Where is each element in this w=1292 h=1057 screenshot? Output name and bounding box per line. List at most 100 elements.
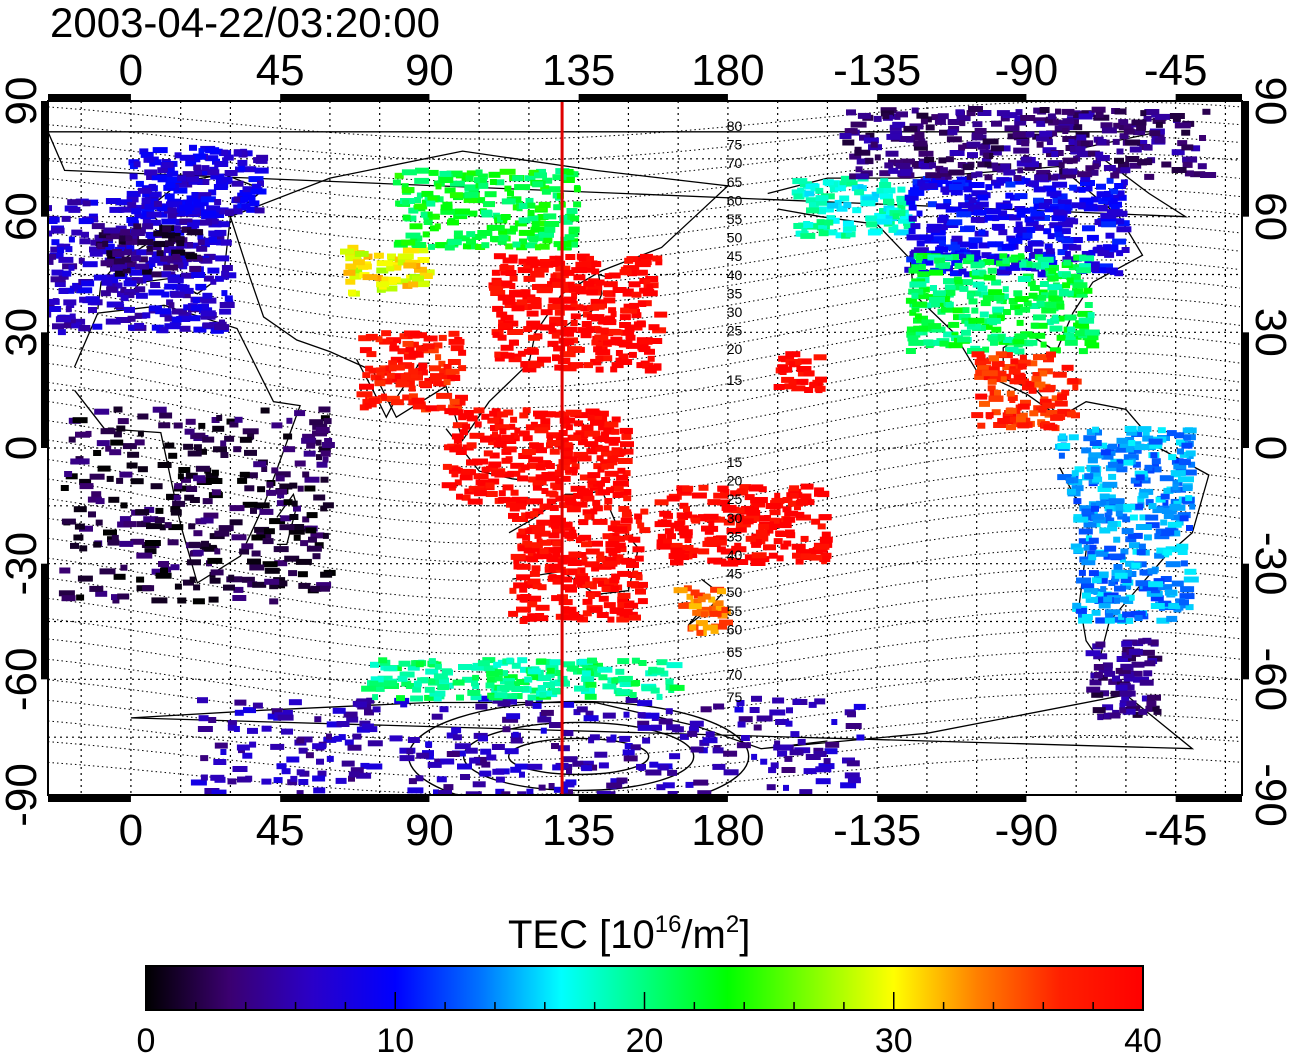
tec-data-cell-canada: [956, 211, 972, 218]
tec-data-cell-east-asia: [595, 366, 604, 373]
tec-data-cell-north-europe: [138, 187, 151, 194]
top-lon-label: 180: [691, 46, 764, 95]
tec-data-cell-arctic: [955, 109, 965, 116]
tec-data-cell-southeast-asia: [596, 410, 609, 417]
tec-data-cell-central-america: [1025, 380, 1036, 387]
tec-data-cell-central-asia: [413, 263, 421, 269]
tec-data-cell-united-states: [979, 291, 995, 298]
tec-data-cell-south-asia: [421, 369, 428, 376]
left-lat-label: -30: [0, 532, 46, 596]
tec-data-cell-arctic: [854, 146, 862, 153]
tec-data-cell-canada: [1069, 184, 1078, 191]
tec-data-cell-south-america-north: [1105, 494, 1116, 501]
tec-data-cell-canada: [985, 184, 993, 191]
tec-data-cell-europe: [56, 243, 64, 250]
tec-data-cell-africa: [99, 568, 116, 575]
tec-data-cell-australia: [626, 562, 639, 568]
tec-data-cell-south-asia: [359, 347, 372, 354]
tec-data-cell-east-asia: [608, 272, 621, 279]
tec-data-cell-siberia: [530, 226, 546, 233]
tec-data-cell-united-states: [1067, 326, 1076, 333]
tec-data-cell-north-europe: [214, 199, 222, 205]
tec-data-cell-south-asia: [406, 380, 415, 387]
tec-data-cell-arctic: [996, 110, 1010, 117]
tec-data-cell-east-asia: [642, 362, 654, 369]
tec-data-cell-arctic: [918, 150, 934, 157]
tec-data-cell-southeast-asia: [483, 450, 493, 457]
tec-data-cell-australia: [637, 598, 648, 605]
tec-data-cell-siberia: [556, 192, 564, 199]
tec-data-cell-united-states: [1031, 262, 1046, 269]
tec-data-cell-siberia: [541, 188, 551, 195]
tec-data-cell-south-america-south: [1078, 569, 1086, 576]
tec-data-cell-central-asia: [345, 263, 357, 270]
tec-data-cell-southeast-asia: [460, 468, 474, 475]
tec-data-cell-southeast-asia: [458, 413, 472, 420]
tec-data-cell-australia: [516, 606, 531, 613]
tec-data-cell-canada: [1061, 228, 1071, 235]
tec-data-cell-southern-ocean: [433, 695, 442, 702]
tec-data-cell-south-america-south: [1118, 613, 1125, 620]
tec-data-cell-south-america-south: [1168, 603, 1181, 610]
tec-data-cell-southeast-asia: [606, 426, 614, 432]
tec-data-cell-canada: [918, 180, 926, 187]
tec-data-cell-australia: [510, 503, 525, 510]
tec-data-cell-south-asia: [438, 360, 446, 367]
tec-data-cell-canada: [1091, 196, 1101, 203]
tec-data-cell-arctic: [991, 120, 1002, 127]
tec-data-cell-southeast-asia: [610, 485, 624, 492]
tec-data-cell-arctic: [913, 140, 928, 147]
tec-data-cell-western-europe: [112, 262, 127, 269]
tec-data-cell-arctic: [982, 138, 999, 145]
colorbar-tick-label: 30: [875, 1022, 913, 1057]
tec-data-cell-western-europe: [114, 270, 125, 277]
tec-data-cell-east-asia: [589, 279, 605, 286]
tec-data-cell-arctic: [1137, 159, 1153, 166]
tec-data-cell-arctic: [855, 173, 869, 180]
tec-data-cell-arctic: [1004, 125, 1020, 132]
tec-data-cell-patagonia: [1148, 705, 1160, 712]
tec-data-cell-canada: [1031, 265, 1040, 272]
tec-data-cell-south-america-south: [1078, 617, 1093, 624]
tec-data-cell-africa: [202, 436, 215, 443]
tec-data-cell-central-america: [976, 354, 986, 361]
tec-data-cell-pacific-islands: [795, 499, 808, 506]
tec-data-cell-africa: [136, 552, 153, 559]
tec-data-cell-antarctica: [700, 706, 712, 713]
tec-data-cell-south-america-north: [1068, 434, 1079, 441]
tec-data-cell-east-asia: [554, 309, 565, 316]
tec-data-cell-alaska: [857, 184, 864, 191]
tec-data-cell-south-asia: [438, 334, 447, 341]
tec-data-cell-southeast-asia: [597, 466, 605, 473]
tec-data-cell-antarctica: [237, 776, 251, 783]
tec-data-cell-siberia: [455, 208, 470, 215]
tec-data-cell-arctic: [911, 107, 919, 114]
tec-data-cell-united-states: [910, 281, 927, 288]
tec-data-cell-united-states: [905, 348, 916, 354]
tec-data-cell-africa: [288, 570, 298, 577]
tec-data-cell-antarctica: [637, 700, 653, 707]
tec-data-cell-antarctica: [585, 710, 594, 717]
tec-data-cell-north-europe: [250, 188, 267, 195]
tec-data-cell-united-states: [941, 296, 950, 302]
tec-data-cell-australia: [567, 560, 582, 566]
tec-data-cell-south-america-south: [1127, 532, 1143, 539]
tec-data-cell-arctic: [1118, 161, 1129, 168]
tec-data-cell-europe: [205, 218, 219, 225]
tec-data-cell-europe: [81, 231, 89, 238]
tec-data-cell-antarctica: [781, 767, 796, 773]
tec-data-cell-central-asia: [348, 289, 356, 296]
bottom-scale-bar-segment: [1175, 795, 1242, 802]
tec-data-cell-arctic: [885, 150, 899, 157]
tec-data-cell-europe: [168, 302, 175, 309]
tec-data-cell-southeast-asia: [538, 424, 551, 430]
tec-data-cell-siberia: [422, 231, 430, 238]
tec-data-cell-europe: [221, 290, 228, 297]
tec-data-cell-antarctica: [406, 748, 414, 755]
tec-data-cell-africa: [316, 454, 322, 461]
tec-data-cell-united-states: [992, 306, 1005, 313]
tec-data-cell-alaska: [876, 218, 893, 225]
tec-data-cell-united-states: [918, 263, 926, 270]
tec-data-cell-antarctica: [200, 755, 209, 762]
tec-data-cell-south-america-south: [1107, 521, 1118, 527]
